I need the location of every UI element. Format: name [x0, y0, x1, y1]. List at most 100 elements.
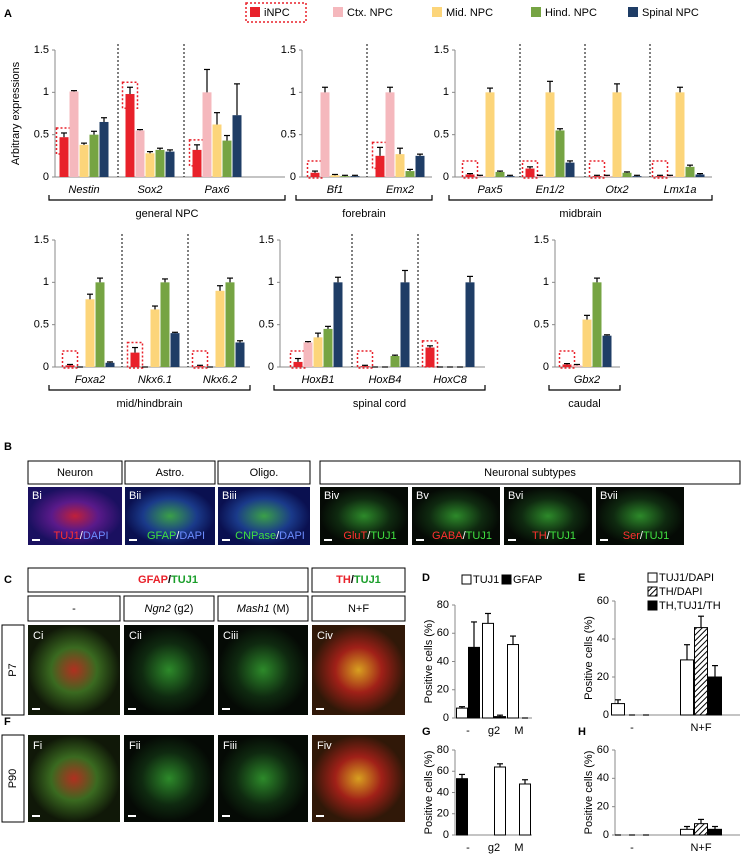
y-tick-label: 0.5 — [34, 129, 49, 141]
panel-letter: A — [4, 8, 12, 20]
bar — [456, 778, 468, 836]
header-label: Neuron — [57, 467, 93, 479]
legend-swatch — [531, 7, 541, 17]
condition-box — [311, 595, 406, 622]
text-part: GFAP — [138, 574, 168, 586]
y-tick-label: 40 — [597, 633, 609, 645]
header-box — [319, 460, 741, 485]
tile-label: Ciii — [223, 630, 238, 642]
bar — [708, 828, 722, 836]
bar — [293, 361, 303, 367]
bar — [330, 175, 340, 177]
x-tick-label: HoxB1 — [301, 374, 334, 386]
y-tick-label: 0.5 — [34, 319, 49, 331]
highlight-box — [421, 340, 439, 368]
bar — [675, 92, 685, 177]
bar — [150, 309, 160, 367]
header-box — [311, 567, 406, 593]
y-tick-label: 0.5 — [281, 129, 296, 141]
x-tick-label: N+F — [690, 842, 711, 854]
panel-letter: G — [422, 726, 431, 738]
row-label: P7 — [7, 663, 19, 676]
text-part: GFAP — [147, 530, 176, 542]
stain-label: CNPase/DAPI — [235, 530, 305, 542]
bar — [99, 121, 109, 177]
bar — [680, 828, 694, 836]
legend-swatch — [647, 572, 658, 583]
stain-label: Ser/TUJ1 — [623, 530, 669, 542]
x-tick-label: Otx2 — [605, 184, 628, 196]
tile-label: Bii — [129, 490, 141, 502]
y-tick-label: 1.5 — [281, 44, 296, 56]
tile-label: Biii — [222, 490, 237, 502]
stain-label: GABA/TUJ1 — [432, 530, 492, 542]
x-tick-label: Nestin — [68, 184, 99, 196]
bar — [85, 299, 95, 367]
bar — [145, 153, 155, 177]
micrograph — [312, 625, 405, 715]
y-tick-label: 1 — [443, 86, 449, 98]
tile-label: Bv — [416, 490, 429, 502]
bar — [685, 166, 695, 177]
text-part: TUJ1 — [370, 530, 396, 542]
tile-label: Civ — [317, 630, 333, 642]
legend-label: Spinal NPC — [642, 7, 699, 19]
text-part: TUJ1 — [53, 530, 79, 542]
stain-label: GluT/TUJ1 — [343, 530, 396, 542]
panel-letter: B — [4, 441, 12, 453]
x-tick-label: Pax6 — [204, 184, 230, 196]
bar — [165, 151, 175, 177]
y-tick-label: 0 — [290, 171, 296, 183]
y-tick-label: 1.5 — [534, 234, 549, 246]
row-label-box — [1, 624, 25, 716]
bar — [495, 171, 505, 177]
x-tick-label: Foxa2 — [75, 374, 106, 386]
x-tick-label: - — [466, 842, 470, 854]
legend-label: TH/DAPI — [659, 586, 702, 598]
y-axis-label: Positive cells (%) — [423, 751, 435, 835]
bracket — [448, 195, 713, 201]
micrograph — [28, 487, 122, 545]
bar — [632, 176, 642, 177]
condition-label: - — [72, 603, 76, 615]
bracket — [48, 385, 251, 391]
bar — [525, 168, 535, 177]
y-tick-label: 40 — [597, 772, 609, 784]
bar — [482, 622, 494, 719]
bar — [310, 172, 320, 177]
micrograph — [125, 487, 215, 545]
y-tick-label: 0 — [603, 829, 609, 841]
tile-label: Ci — [33, 630, 43, 642]
header-label: Astro. — [156, 467, 185, 479]
y-tick-label: 20 — [597, 801, 609, 813]
bar — [665, 176, 675, 177]
stain-label: TUJ1/DAPI — [53, 530, 108, 542]
row-label-box — [1, 734, 25, 823]
bar — [622, 172, 632, 177]
bar — [415, 155, 425, 177]
bar — [655, 176, 665, 177]
bar — [350, 176, 360, 177]
bar — [519, 783, 531, 836]
y-tick-label: 0 — [268, 361, 274, 373]
text-part: TUJ1 — [171, 574, 198, 586]
y-tick-label: 40 — [437, 655, 449, 667]
bar — [485, 92, 495, 177]
legend-swatch — [501, 574, 512, 585]
bar — [475, 176, 485, 177]
bar — [582, 319, 592, 367]
bar — [694, 627, 708, 716]
header-label: GFAP/TUJ1 — [138, 574, 198, 586]
bar — [562, 364, 572, 367]
bar — [395, 154, 405, 177]
text-part: TUJ1 — [550, 530, 576, 542]
x-tick-label: Nkx6.1 — [138, 374, 172, 386]
tile-label: Fiv — [317, 740, 332, 752]
micrograph — [218, 487, 310, 545]
y-tick-label: 0.5 — [259, 319, 274, 331]
tile-label: Bvi — [508, 490, 523, 502]
bar — [333, 282, 343, 367]
legend-label: iNPC — [264, 7, 290, 19]
tile-label: Biv — [324, 490, 340, 502]
